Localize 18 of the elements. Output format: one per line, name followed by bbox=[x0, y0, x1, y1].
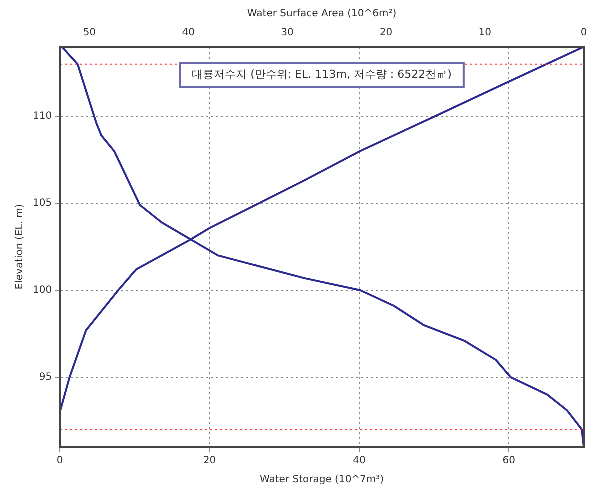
x-tick-label: 60 bbox=[502, 456, 516, 467]
y-tick-label: 95 bbox=[39, 372, 52, 384]
x2-tick-label: 10 bbox=[478, 28, 492, 39]
x2-tick-label: 30 bbox=[281, 28, 294, 39]
x-tick-label: 0 bbox=[56, 456, 64, 467]
y-tick-label: 105 bbox=[32, 198, 52, 210]
x2-tick-label: 40 bbox=[182, 28, 195, 39]
x2-tick-label: 20 bbox=[380, 28, 393, 39]
x-tick-label: 20 bbox=[203, 456, 216, 467]
y-tick-label: 100 bbox=[32, 285, 52, 296]
x2-tick-label: 0 bbox=[580, 28, 588, 39]
y-tick-label: 110 bbox=[32, 111, 52, 122]
y-axis-title: Elevation (EL. m) bbox=[14, 204, 26, 290]
x2-axis-title: Water Surface Area (10^6m²) bbox=[247, 8, 397, 20]
x-tick-label: 40 bbox=[353, 456, 366, 467]
annotation: 대룡저수지 (만수위: EL. 113m, 저수량 : 6522천㎥) bbox=[192, 68, 452, 81]
x-axis-title: Water Storage (10^7m³) bbox=[260, 474, 384, 486]
x2-tick-label: 50 bbox=[83, 28, 96, 39]
